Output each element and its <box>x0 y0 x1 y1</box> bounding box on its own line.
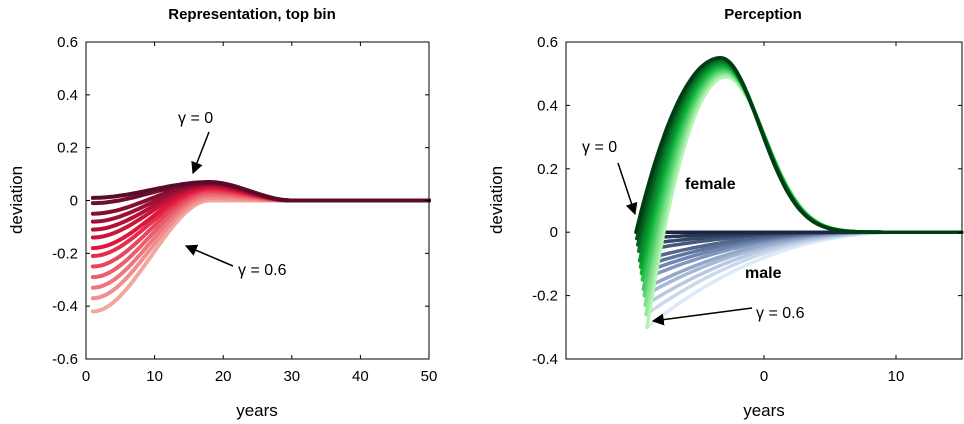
right-y-tick-label: 0 <box>550 224 558 241</box>
right-series-group <box>634 56 964 330</box>
left-annotation-gamma-06: γ = 0.6 <box>238 262 287 279</box>
left-x-tick-label: 20 <box>215 368 232 385</box>
left-y-tick-label: 0.4 <box>57 87 78 104</box>
left-y-tick-label: -0.2 <box>52 245 78 262</box>
left-series-group <box>90 180 431 314</box>
left-x-tick-label: 0 <box>82 368 90 385</box>
male-series-label: male <box>745 265 782 282</box>
left-y-tick-label: -0.4 <box>52 298 78 315</box>
left-x-tick-label: 10 <box>146 368 163 385</box>
right-y-tick-label: -0.4 <box>532 351 558 368</box>
right-y-tick-label: 0.2 <box>537 161 558 178</box>
right-y-tick-label: -0.2 <box>532 288 558 305</box>
left-series-line <box>90 180 431 203</box>
right-annotation-gamma-0: γ = 0 <box>582 139 617 156</box>
right-chart-panel: Perception 0 10 -0.4 -0.2 0 0.2 0.4 0.6 years d… <box>487 6 964 420</box>
left-chart-panel: Representation, top bin 0 10 20 30 40 50 -0.6 -… <box>7 6 437 420</box>
left-annotation-arrow-gamma-0 <box>191 131 210 175</box>
right-ticks: 0 10 -0.4 -0.2 0 0.2 0.4 0.6 <box>532 34 962 385</box>
right-y-tick-label: 0.4 <box>537 97 558 114</box>
left-x-tick-label: 50 <box>421 368 438 385</box>
left-annotation-gamma-0: γ = 0 <box>178 110 213 127</box>
right-x-tick-label: 10 <box>888 368 905 385</box>
left-annotation-arrow-gamma-06 <box>184 244 234 267</box>
left-ticks: 0 10 20 30 40 50 -0.6 -0.4 -0.2 0 0.2 0.4 0.6 <box>52 34 437 385</box>
left-y-tick-label: 0 <box>70 193 78 210</box>
right-y-axis-label: deviation <box>487 166 506 234</box>
left-y-tick-label: 0.6 <box>57 34 78 51</box>
left-y-axis-label: deviation <box>7 166 26 234</box>
left-x-tick-label: 40 <box>352 368 369 385</box>
female-series-line <box>634 56 963 234</box>
right-chart-title: Perception <box>724 6 802 23</box>
right-y-tick-label: 0.6 <box>537 34 558 51</box>
right-annotation-gamma-06: γ = 0.6 <box>756 305 805 322</box>
left-x-tick-label: 30 <box>283 368 300 385</box>
right-x-axis-label: years <box>743 401 785 420</box>
left-x-axis-label: years <box>236 401 278 420</box>
right-x-tick-label: 0 <box>760 368 768 385</box>
left-y-tick-label: -0.6 <box>52 351 78 368</box>
right-annotation-arrow-gamma-06 <box>651 307 753 326</box>
right-annotation-arrow-gamma-0 <box>617 162 638 216</box>
left-y-tick-label: 0.2 <box>57 140 78 157</box>
female-series-label: female <box>685 176 736 193</box>
left-chart-title: Representation, top bin <box>168 6 336 23</box>
